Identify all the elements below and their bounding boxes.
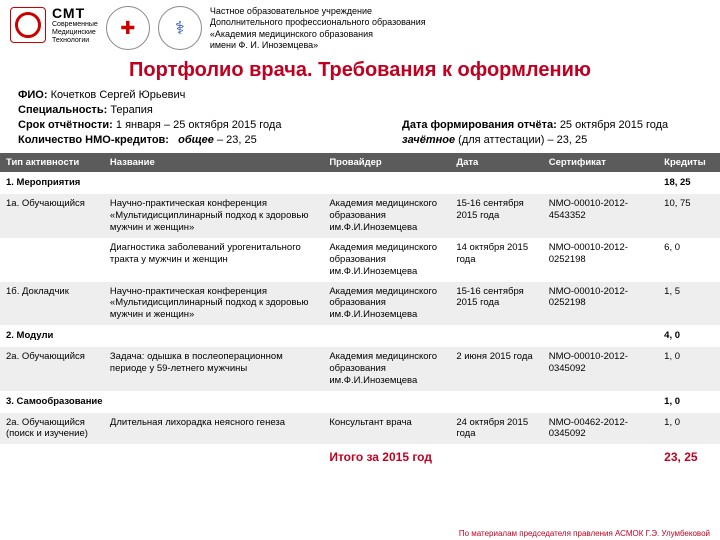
section-row: 1. Мероприятия 18, 25 — [0, 172, 720, 194]
cell-prov: Академия медицинского образования им.Ф.И… — [323, 238, 450, 282]
cell-cert: NMO-00010-2012-0252198 — [543, 282, 658, 326]
report-date-value: 25 октября 2015 года — [560, 119, 668, 131]
cell-cert: NMO-00010-2012-0345092 — [543, 347, 658, 391]
cell-cert: NMO-00462-2012-0345092 — [543, 413, 658, 445]
fio-label: ФИО: — [18, 89, 48, 101]
section-credits: 18, 25 — [658, 172, 720, 194]
cell-cert: NMO-00010-2012-0252198 — [543, 238, 658, 282]
col-type: Тип активности — [0, 153, 104, 172]
cell-prov: Академия медицинского образования им.Ф.И… — [323, 347, 450, 391]
credits-label: Количество НМО-кредитов: — [18, 134, 169, 146]
cell-type: 1б. Докладчик — [0, 282, 104, 326]
term-value: 1 января – 25 октября 2015 года — [116, 119, 282, 131]
cell-type: 1а. Обучающийся — [0, 194, 104, 238]
cmt-text: СМТ Современные Медицинские Технологии — [52, 6, 98, 44]
cell-cred: 6, 0 — [658, 238, 720, 282]
info-block: ФИО: Кочетков Сергей Юрьевич Специальнос… — [0, 88, 720, 153]
organization-text: Частное образовательное учреждение Допол… — [210, 6, 710, 51]
table-body: 1. Мероприятия 18, 25 1а. Обучающийся На… — [0, 172, 720, 471]
col-provider: Провайдер — [323, 153, 450, 172]
spec-value: Терапия — [110, 104, 153, 116]
cell-cred: 1, 0 — [658, 347, 720, 391]
cell-name: Диагностика заболеваний урогенитального … — [104, 238, 323, 282]
seal-caduceus-icon: ⚕ — [158, 6, 202, 50]
cell-prov: Консультант врача — [323, 413, 450, 445]
col-credits: Кредиты — [658, 153, 720, 172]
cell-name: Научно-практическая конференция «Мультид… — [104, 194, 323, 238]
col-cert: Сертификат — [543, 153, 658, 172]
cell-type: 2а. Обучающийся (поиск и изучение) — [0, 413, 104, 445]
section-label: 1. Мероприятия — [0, 172, 658, 194]
cell-cert: NMO-00010-2012-4543352 — [543, 194, 658, 238]
col-date: Дата — [450, 153, 542, 172]
info-right: Дата формирования отчёта: 25 октября 201… — [402, 88, 702, 147]
logo-cmt-block: СМТ Современные Медицинские Технологии — [10, 6, 98, 44]
section-label: 2. Модули — [0, 325, 658, 347]
cell-type: 2а. Обучающийся — [0, 347, 104, 391]
total-label: Итого за 2015 год — [323, 444, 658, 471]
cell-date: 15-16 сентября 2015 года — [450, 194, 542, 238]
cell-name: Задача: одышка в послеоперационном перио… — [104, 347, 323, 391]
section-credits: 1, 0 — [658, 391, 720, 413]
term-label: Срок отчётности: — [18, 119, 113, 131]
cell-name: Научно-практическая конференция «Мультид… — [104, 282, 323, 326]
cell-date: 24 октября 2015 года — [450, 413, 542, 445]
cmt-circle-icon — [10, 7, 46, 43]
footer-credit: По материалам председателя правления АСМ… — [459, 529, 710, 538]
section-label: 3. Самообразование — [0, 391, 658, 413]
cmt-sub: Современные Медицинские Технологии — [52, 21, 98, 44]
page-title: Портфолио врача. Требования к оформлению — [0, 55, 720, 88]
cell-name: Длительная лихорадка неясного генеза — [104, 413, 323, 445]
section-row: 3. Самообразование 1, 0 — [0, 391, 720, 413]
credits-total-label: общее — [178, 134, 214, 146]
header: СМТ Современные Медицинские Технологии ✚… — [0, 0, 720, 55]
credits-total-value: – 23, 25 — [217, 134, 257, 146]
cell-cred: 1, 0 — [658, 413, 720, 445]
cell-prov: Академия медицинского образования им.Ф.И… — [323, 282, 450, 326]
credits-zach-value: (для аттестации) – 23, 25 — [458, 134, 587, 146]
table-row: 1б. Докладчик Научно-практическая конфер… — [0, 282, 720, 326]
cell-cred: 10, 75 — [658, 194, 720, 238]
total-value: 23, 25 — [658, 444, 720, 471]
portfolio-table: Тип активности Название Провайдер Дата С… — [0, 153, 720, 471]
table-row: Диагностика заболеваний урогенитального … — [0, 238, 720, 282]
cell-cred: 1, 5 — [658, 282, 720, 326]
section-credits: 4, 0 — [658, 325, 720, 347]
cmt-acronym: СМТ — [52, 6, 98, 21]
table-row: 2а. Обучающийся Задача: одышка в послеоп… — [0, 347, 720, 391]
report-date-label: Дата формирования отчёта: — [402, 119, 557, 131]
cell-date: 14 октября 2015 года — [450, 238, 542, 282]
table-row: 1а. Обучающийся Научно-практическая конф… — [0, 194, 720, 238]
cell-date: 2 июня 2015 года — [450, 347, 542, 391]
cell-type — [0, 238, 104, 282]
credits-zach-label: зачётное — [402, 134, 455, 146]
col-name: Название — [104, 153, 323, 172]
table-header-row: Тип активности Название Провайдер Дата С… — [0, 153, 720, 172]
seal-cross-icon: ✚ — [106, 6, 150, 50]
table-row: 2а. Обучающийся (поиск и изучение) Длите… — [0, 413, 720, 445]
spec-label: Специальность: — [18, 104, 107, 116]
section-row: 2. Модули 4, 0 — [0, 325, 720, 347]
cell-prov: Академия медицинского образования им.Ф.И… — [323, 194, 450, 238]
total-row: Итого за 2015 год 23, 25 — [0, 444, 720, 471]
info-left: ФИО: Кочетков Сергей Юрьевич Специальнос… — [18, 88, 402, 147]
cell-date: 15-16 сентября 2015 года — [450, 282, 542, 326]
fio-value: Кочетков Сергей Юрьевич — [51, 89, 186, 101]
